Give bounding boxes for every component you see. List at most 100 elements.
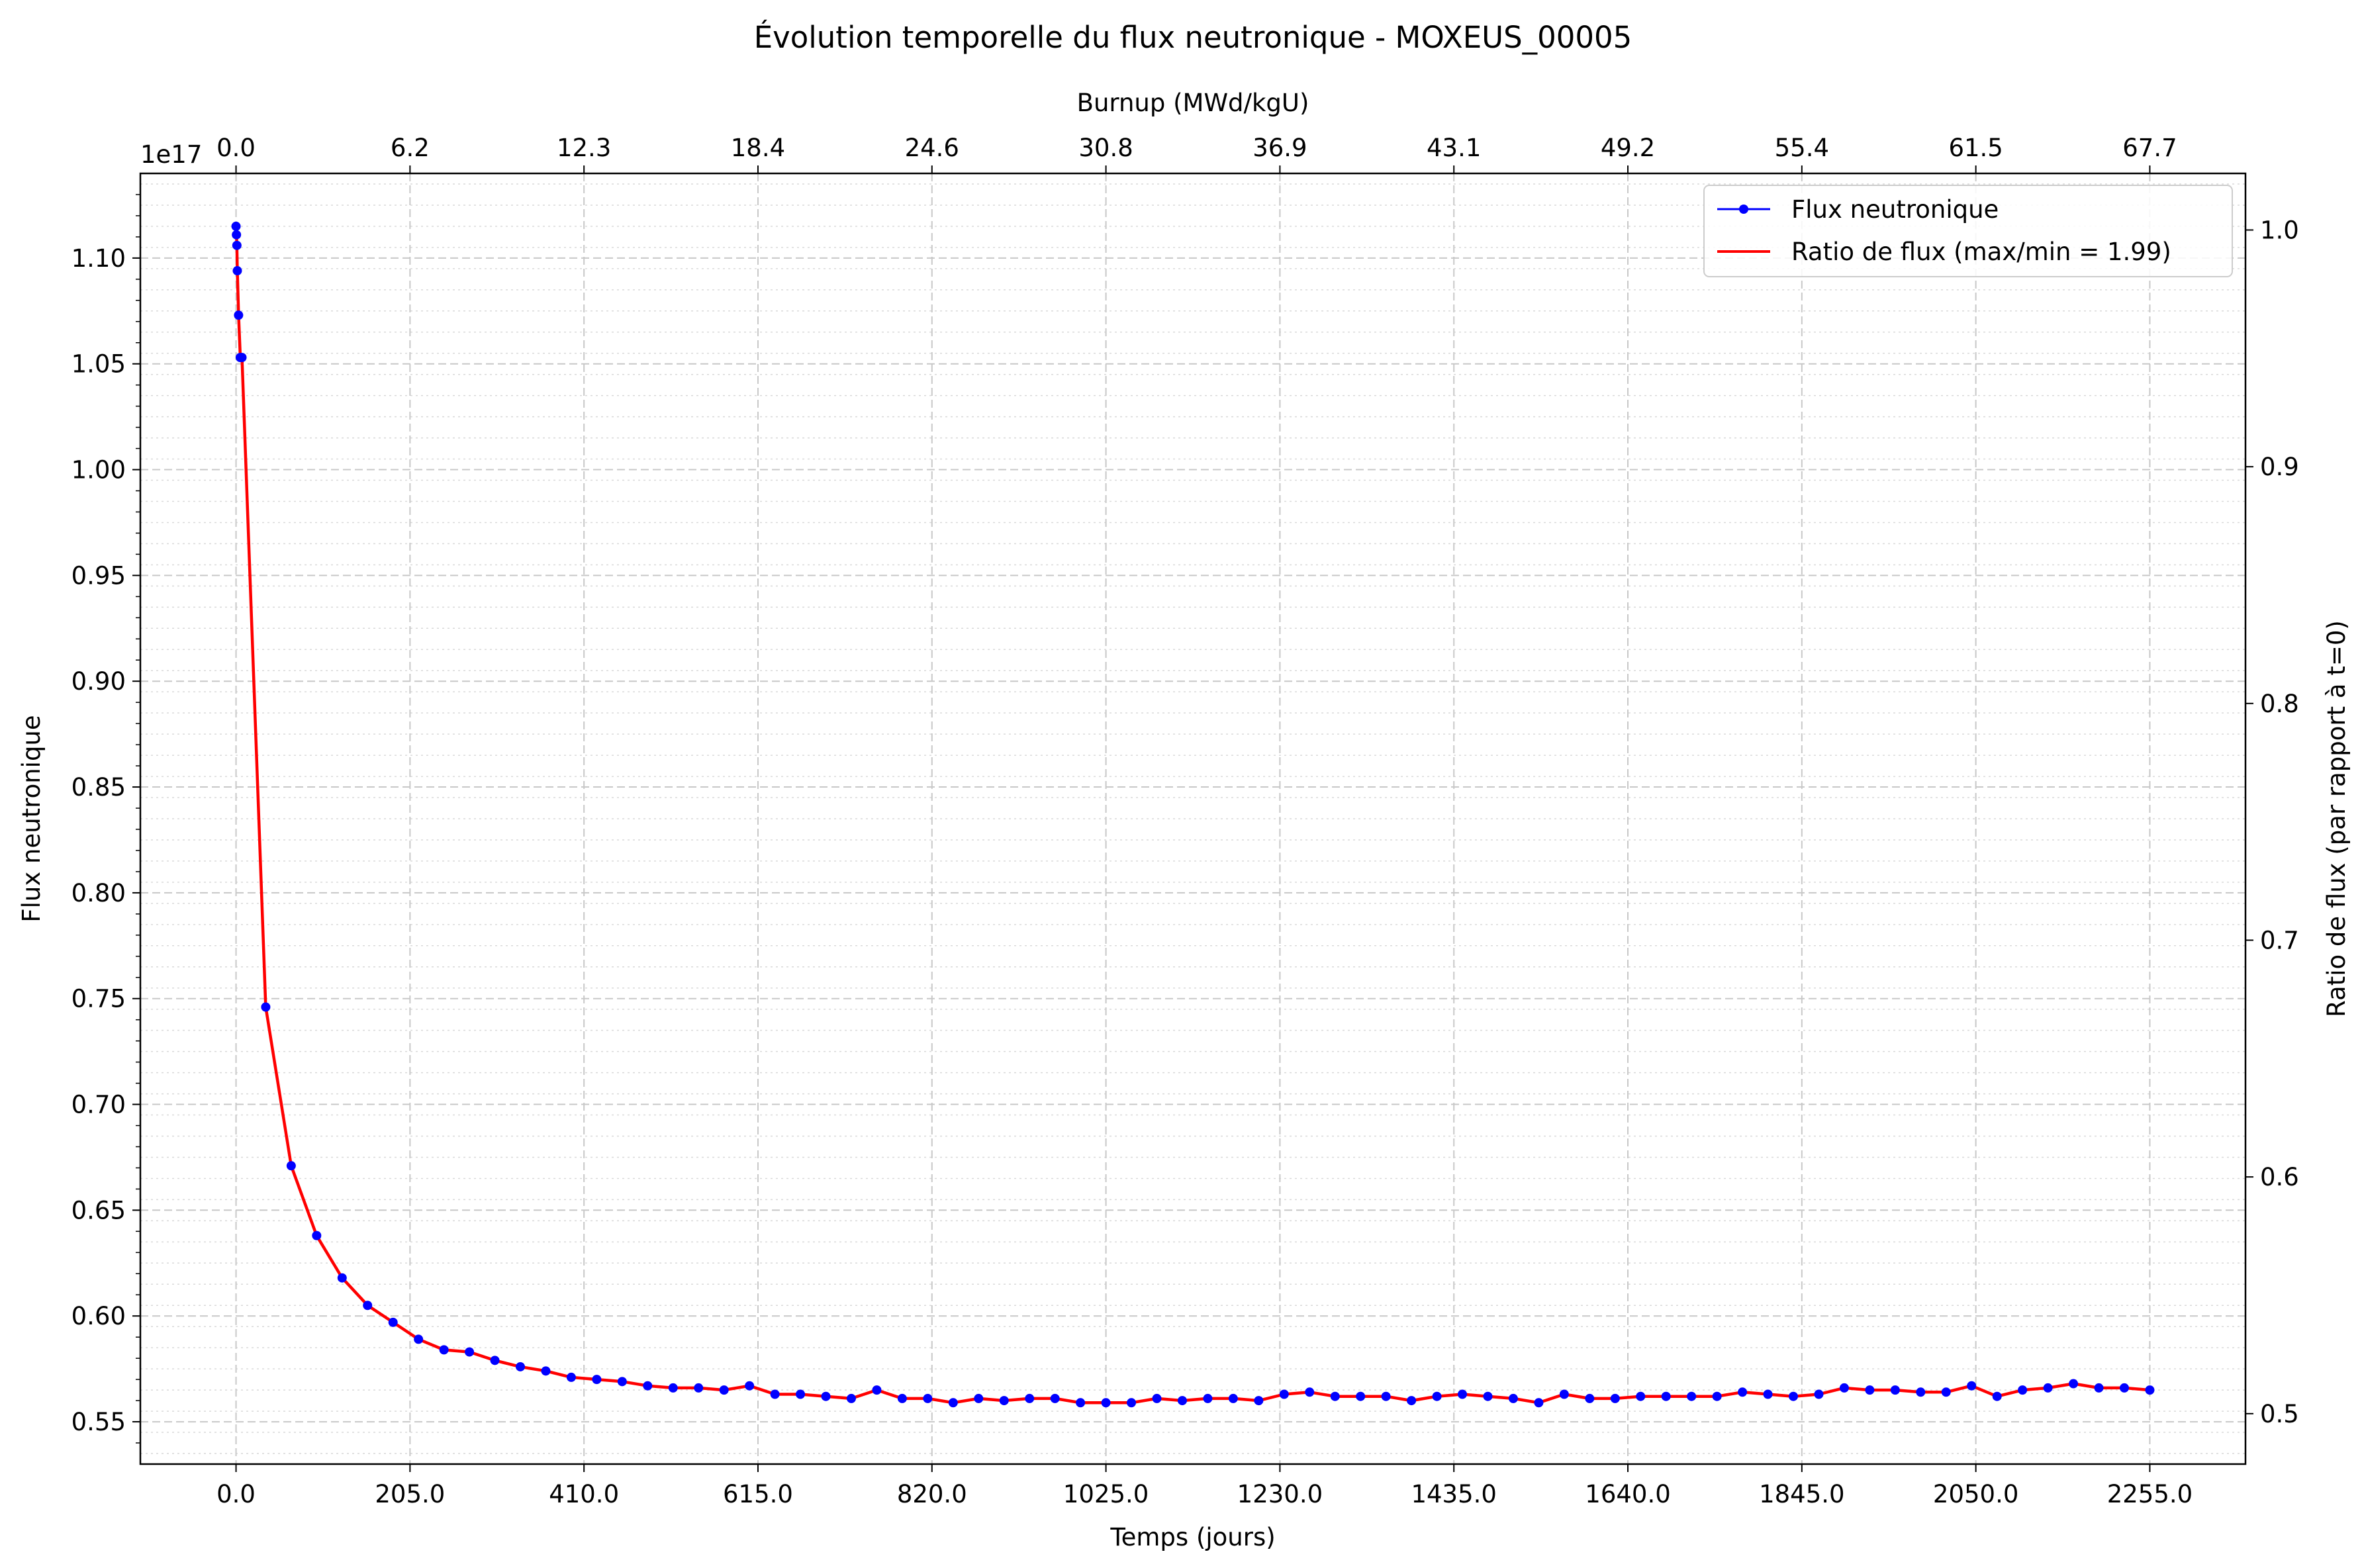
flux-point	[1381, 1391, 1391, 1401]
flux-point	[821, 1391, 831, 1401]
flux-point	[1789, 1391, 1799, 1401]
x-tick-label: 205.0	[375, 1480, 445, 1508]
flux-point	[745, 1381, 755, 1391]
flux-point	[1025, 1393, 1035, 1403]
top-tick-label: 67.7	[2122, 134, 2177, 162]
flux-point	[1254, 1396, 1264, 1406]
x-tick-label: 0.0	[216, 1480, 256, 1508]
top-tick-label: 0.0	[216, 134, 256, 162]
flux-point	[490, 1356, 500, 1365]
flux-point	[2119, 1383, 2129, 1393]
flux-point	[1101, 1398, 1111, 1408]
flux-point	[232, 240, 242, 250]
x-tick-label: 615.0	[723, 1480, 793, 1508]
flux-point	[1661, 1391, 1671, 1401]
y-tick-label: 1.10	[71, 244, 126, 273]
top-axis-label: Burnup (MWd/kgU)	[1077, 89, 1309, 117]
top-tick-label: 12.3	[557, 134, 611, 162]
y-tick-label: 0.65	[71, 1196, 126, 1224]
series-layer	[231, 221, 2155, 1408]
y-offset-label: 1e17	[140, 140, 202, 169]
flux-point	[1483, 1391, 1493, 1401]
flux-point	[1432, 1391, 1442, 1401]
flux-point	[363, 1301, 373, 1311]
flux-point	[337, 1273, 347, 1283]
flux-point	[1534, 1398, 1544, 1408]
top-tick-label: 61.5	[1948, 134, 2003, 162]
flux-point	[231, 221, 241, 231]
flux-point	[1305, 1387, 1315, 1397]
x-tick-label: 1025.0	[1063, 1480, 1149, 1508]
flux-point	[1356, 1391, 1366, 1401]
top-tick-label: 18.4	[731, 134, 785, 162]
top-tick-label: 55.4	[1775, 134, 1829, 162]
top-tick-label: 6.2	[391, 134, 430, 162]
y-tick-label: 1.00	[71, 456, 126, 484]
top-tick-label: 24.6	[905, 134, 959, 162]
flux-point	[286, 1161, 296, 1171]
flux-point	[999, 1396, 1009, 1406]
y-tick-label: 0.85	[71, 773, 126, 802]
flux-point	[668, 1383, 678, 1393]
flux-point	[1407, 1396, 1417, 1406]
x-tick-label: 820.0	[897, 1480, 967, 1508]
flux-point	[617, 1377, 627, 1387]
flux-point	[974, 1393, 984, 1403]
x-tick-label: 1845.0	[1759, 1480, 1844, 1508]
flux-point	[312, 1230, 322, 1240]
flux-point	[1279, 1389, 1289, 1399]
flux-point	[2094, 1383, 2104, 1393]
top-tick-label: 49.2	[1601, 134, 1655, 162]
flux-point	[516, 1361, 526, 1371]
flux-point	[1967, 1381, 1977, 1391]
flux-point	[643, 1381, 653, 1391]
flux-point	[1941, 1387, 1951, 1397]
flux-point	[1916, 1387, 1926, 1397]
legend: Flux neutronique Ratio de flux (max/min …	[1703, 185, 2233, 277]
flux-point	[2069, 1379, 2079, 1389]
flux-point	[1992, 1391, 2002, 1401]
flux-point	[592, 1375, 602, 1385]
flux-line	[235, 226, 2150, 1404]
chart-title: Évolution temporelle du flux neutronique…	[754, 20, 1632, 55]
right-tick-label: 0.8	[2260, 690, 2299, 718]
y-tick-label: 0.75	[71, 985, 126, 1013]
flux-point	[1127, 1398, 1137, 1408]
flux-point	[237, 353, 247, 363]
flux-point	[1508, 1393, 1518, 1403]
flux-point	[872, 1385, 882, 1395]
x-tick-label: 2255.0	[2107, 1480, 2193, 1508]
flux-point	[232, 266, 242, 276]
flux-point	[1458, 1389, 1468, 1399]
y-tick-label: 0.95	[71, 561, 126, 590]
flux-point	[261, 1002, 271, 1012]
flux-point	[897, 1393, 907, 1403]
ticks-layer: 0.0 205.0 410.0 615.0 820.0 1025.0 1230.0 1435.…	[71, 134, 2299, 1508]
flux-point	[1636, 1391, 1646, 1401]
right-axis-label: Ratio de flux (par rapport à t=0)	[2322, 620, 2351, 1017]
flux-point	[234, 310, 244, 320]
y-tick-label: 1.05	[71, 350, 126, 379]
minor-grid	[140, 183, 2245, 1454]
flux-point	[414, 1334, 424, 1344]
flux-point	[1585, 1393, 1595, 1403]
right-tick-label: 0.7	[2260, 926, 2299, 954]
flux-point	[1203, 1393, 1213, 1403]
flux-point	[2043, 1383, 2053, 1393]
y-tick-label: 0.90	[71, 667, 126, 696]
flux-point	[694, 1383, 704, 1393]
y-tick-label: 0.55	[71, 1408, 126, 1436]
x-tick-label: 1230.0	[1237, 1480, 1323, 1508]
flux-point	[2018, 1385, 2028, 1395]
top-tick-label: 43.1	[1427, 134, 1481, 162]
flux-point	[1763, 1389, 1773, 1399]
flux-point	[719, 1385, 729, 1395]
flux-point	[1687, 1391, 1697, 1401]
flux-point	[541, 1366, 551, 1376]
flux-point	[1712, 1391, 1722, 1401]
flux-point	[1330, 1391, 1340, 1401]
right-tick-label: 0.6	[2260, 1163, 2299, 1191]
x-tick-label: 1640.0	[1585, 1480, 1670, 1508]
flux-point	[846, 1393, 856, 1403]
